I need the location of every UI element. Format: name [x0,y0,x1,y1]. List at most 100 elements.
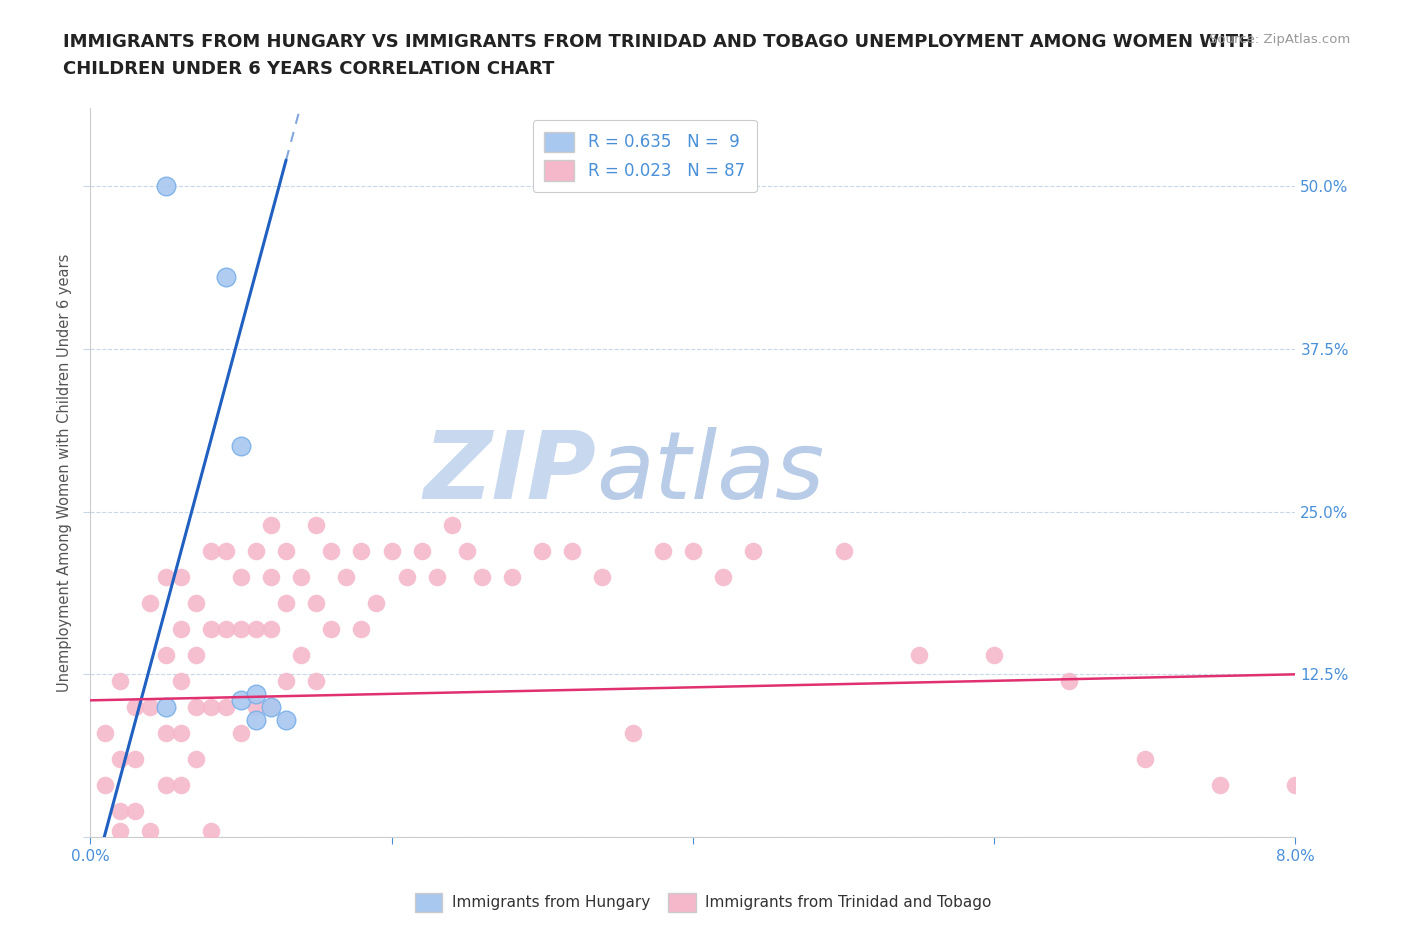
Point [215,270,238,285]
Point [366,595,388,610]
Point [110,823,132,838]
Point [169,725,191,740]
Point [1360,673,1382,688]
Point [110,673,132,688]
Point [621,725,644,740]
Point [274,595,297,610]
Point [290,569,312,584]
Point [155,699,177,714]
Point [321,621,343,636]
Point [124,699,146,714]
Point [260,699,283,714]
Text: atlas: atlas [596,427,825,518]
Point [155,777,177,792]
Point [1389,673,1406,688]
Point [1059,673,1081,688]
Point [350,621,373,636]
Point [200,621,222,636]
Point [110,804,132,818]
Point [1315,673,1337,688]
Point [260,569,283,584]
Point [350,543,373,558]
Text: CHILDREN UNDER 6 YEARS CORRELATION CHART: CHILDREN UNDER 6 YEARS CORRELATION CHART [63,60,554,78]
Point [245,699,267,714]
Point [305,595,328,610]
Point [139,823,162,838]
Point [155,179,177,193]
Point [200,699,222,714]
Point [260,699,283,714]
Point [501,569,523,584]
Point [184,751,207,766]
Point [682,543,704,558]
Text: ZIP: ZIP [423,427,596,519]
Point [155,725,177,740]
Text: Source: ZipAtlas.com: Source: ZipAtlas.com [1209,33,1350,46]
Point [561,543,583,558]
Point [260,517,283,532]
Legend: Immigrants from Hungary, Immigrants from Trinidad and Tobago: Immigrants from Hungary, Immigrants from… [409,887,997,918]
Point [229,693,252,708]
Point [94,725,117,740]
Point [229,621,252,636]
Point [169,569,191,584]
Point [245,621,267,636]
Legend: R = 0.635   N =  9, R = 0.023   N = 87: R = 0.635 N = 9, R = 0.023 N = 87 [533,120,756,193]
Point [1330,647,1353,662]
Point [94,777,117,792]
Point [245,686,267,701]
Point [215,699,238,714]
Point [1133,751,1156,766]
Point [245,543,267,558]
Point [124,751,146,766]
Point [155,569,177,584]
Point [380,543,402,558]
Point [139,699,162,714]
Point [1284,777,1306,792]
Point [274,712,297,727]
Text: IMMIGRANTS FROM HUNGARY VS IMMIGRANTS FROM TRINIDAD AND TOBAGO UNEMPLOYMENT AMON: IMMIGRANTS FROM HUNGARY VS IMMIGRANTS FR… [63,33,1253,50]
Point [245,712,267,727]
Point [305,517,328,532]
Point [321,543,343,558]
Point [200,543,222,558]
Point [184,699,207,714]
Point [411,543,433,558]
Point [440,517,463,532]
Point [215,621,238,636]
Point [155,647,177,662]
Point [426,569,449,584]
Point [229,439,252,454]
Point [1344,673,1367,688]
Point [591,569,613,584]
Point [456,543,478,558]
Point [274,673,297,688]
Point [908,647,931,662]
Point [274,543,297,558]
Point [651,543,673,558]
Point [305,673,328,688]
Point [290,647,312,662]
Point [711,569,734,584]
Point [169,673,191,688]
Point [471,569,494,584]
Point [215,543,238,558]
Point [169,777,191,792]
Point [983,647,1005,662]
Point [200,823,222,838]
Point [110,751,132,766]
Point [531,543,554,558]
Point [229,569,252,584]
Point [395,569,418,584]
Point [184,595,207,610]
Point [335,569,357,584]
Point [1209,777,1232,792]
Y-axis label: Unemployment Among Women with Children Under 6 years: Unemployment Among Women with Children U… [58,253,72,692]
Point [260,621,283,636]
Point [124,804,146,818]
Point [742,543,765,558]
Point [229,725,252,740]
Point [169,621,191,636]
Point [184,647,207,662]
Point [139,595,162,610]
